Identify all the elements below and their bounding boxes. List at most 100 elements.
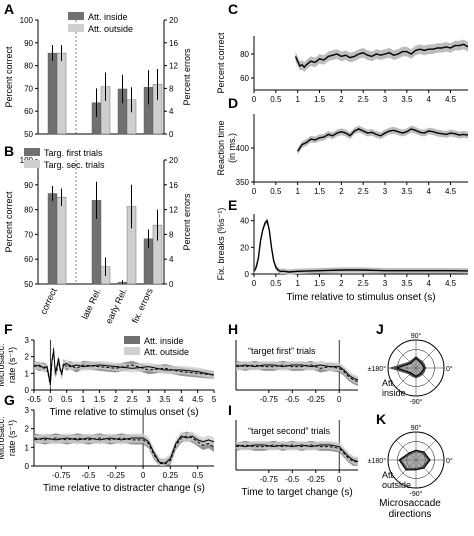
ci-band-C (295, 39, 468, 72)
y2tick-label-B-2: 8 (169, 230, 174, 239)
ytick-label-A-3: 80 (24, 62, 33, 71)
y2tick-label-A-3: 12 (169, 62, 178, 71)
xtick-label-I-1: -0.5 (285, 475, 299, 484)
xtick-label-E-1: 0.5 (270, 279, 282, 288)
legend-swatch-F-1 (124, 347, 140, 355)
xlabel-E: Time relative to stimulus onset (s) (286, 292, 435, 303)
ytick-label-D-1: 400 (236, 144, 250, 153)
legend-swatch-A-1 (68, 24, 84, 32)
ytick-label-C-0: 60 (240, 74, 249, 83)
series-line-C (294, 43, 469, 69)
ytick-label-D-0: 350 (236, 178, 250, 187)
line-I-1 (235, 444, 359, 463)
series-line-D (297, 128, 469, 152)
xtick-label-C-1: 0.5 (270, 95, 282, 104)
xtick-label-E-9: 4.5 (445, 279, 457, 288)
xtick-label-E-2: 1 (295, 279, 300, 288)
line-G-1 (33, 435, 215, 464)
xtick-label-H-0: -0.75 (260, 395, 279, 404)
panel-letter-H: H (228, 321, 238, 337)
xtick-label-C-4: 2 (339, 95, 344, 104)
polar-right-J: 0° (446, 365, 453, 373)
xcat-B-2: early Rel. (104, 287, 129, 326)
y2tick-label-A-4: 16 (169, 39, 178, 48)
bar-A-1-0 (56, 52, 67, 135)
xtick-label-G-0: -0.75 (52, 471, 71, 480)
xtick-label-D-0: 0 (252, 187, 257, 196)
line-F-1 (33, 351, 215, 384)
polar-caption-0: Microsaccade (379, 498, 441, 509)
legend-label-A-0: Att. inside (88, 12, 128, 22)
bar-A-0-0 (47, 52, 58, 135)
ylabel-B: Percent correct (4, 191, 14, 253)
ytick-label-A-2: 70 (24, 84, 33, 93)
ytick-label-F-1: 1 (25, 369, 30, 378)
ytick-label-B-1: 60 (24, 255, 33, 264)
ytick-label-F-2: 2 (25, 353, 30, 362)
panel-letter-J: J (376, 321, 384, 337)
line-H-1 (235, 364, 359, 381)
xtick-label-G-5: 0.5 (192, 471, 204, 480)
xtick-label-F-2: 0.5 (61, 395, 73, 404)
ylabel-E-0: Fix. breaks (%s⁻¹) (216, 208, 226, 281)
xtick-label-D-9: 4.5 (445, 187, 457, 196)
xtick-label-C-7: 3.5 (401, 95, 413, 104)
panel-letter-D: D (228, 95, 238, 111)
ytick-label-E-0: 0 (245, 270, 250, 279)
xtick-label-F-3: 1 (81, 395, 86, 404)
xtick-label-F-11: 5 (212, 395, 217, 404)
panel-letter-I: I (228, 402, 232, 418)
xtick-label-I-2: -0.25 (307, 475, 326, 484)
xtick-label-C-3: 1.5 (314, 95, 326, 104)
ytick-label-F-3: 3 (25, 336, 30, 345)
xtick-label-E-0: 0 (252, 279, 257, 288)
xtick-label-H-2: -0.25 (307, 395, 326, 404)
xtick-label-F-9: 4 (179, 395, 184, 404)
xlabel-F: Time relative to stimulus onset (s) (49, 407, 198, 418)
xtick-label-C-2: 1 (295, 95, 300, 104)
ytick-label-B-2: 70 (24, 230, 33, 239)
legend-label-B-0: Targ. first trials (44, 148, 103, 158)
ytick-label-B-0: 50 (24, 280, 33, 289)
ylabel-G-1: rate (s⁻¹) (7, 420, 17, 456)
y2label-A: Percent errors (182, 48, 192, 106)
ylabel-F-1: rate (s⁻¹) (7, 347, 17, 383)
ytick-label-A-4: 90 (24, 39, 33, 48)
xtick-label-I-0: -0.75 (260, 475, 279, 484)
xcat-B-3: fix. errors (130, 286, 155, 325)
xtick-label-H-1: -0.5 (285, 395, 299, 404)
ytick-label-B-3: 80 (24, 206, 33, 215)
xtick-label-E-3: 1.5 (314, 279, 326, 288)
xtick-label-D-3: 1.5 (314, 187, 326, 196)
xtick-label-C-5: 2.5 (358, 95, 370, 104)
xtick-label-G-2: -0.25 (107, 471, 126, 480)
ytick-label-G-0: 0 (25, 462, 30, 471)
xcat-B-0: correct (38, 286, 59, 316)
polar-label-K-1: outside (382, 480, 411, 490)
panel-letter-A: A (4, 1, 14, 17)
ylabel-D-1: (in ms.) (227, 133, 237, 163)
title-I: “target second” trials (248, 426, 331, 436)
polar-series-K-0 (399, 450, 430, 470)
ylabel-F-0: Microsacc. (0, 343, 6, 386)
polar-series-J-1 (394, 357, 426, 378)
polar-label-J-1: inside (382, 388, 406, 398)
xtick-label-D-1: 0.5 (270, 187, 282, 196)
y2tick-label-A-1: 4 (169, 107, 174, 116)
ylabel-G-0: Microsacc. (0, 416, 6, 459)
y2tick-label-A-0: 0 (169, 130, 174, 139)
y2tick-label-B-3: 12 (169, 206, 178, 215)
y2tick-label-A-5: 20 (169, 16, 178, 25)
xtick-label-D-8: 4 (426, 187, 431, 196)
legend-label-F-1: Att. outside (144, 347, 189, 357)
y2label-B: Percent errors (182, 193, 192, 251)
xtick-label-F-4: 1.5 (94, 395, 106, 404)
xcat-B-1: late Rel. (80, 287, 103, 321)
xlabel-I: Time to target change (s) (241, 487, 352, 498)
bar-B-1-0 (56, 196, 67, 285)
xtick-label-F-10: 4.5 (192, 395, 204, 404)
ytick-label-G-2: 2 (25, 425, 30, 434)
ytick-label-B-4: 90 (24, 181, 33, 190)
xtick-label-E-5: 2.5 (358, 279, 370, 288)
